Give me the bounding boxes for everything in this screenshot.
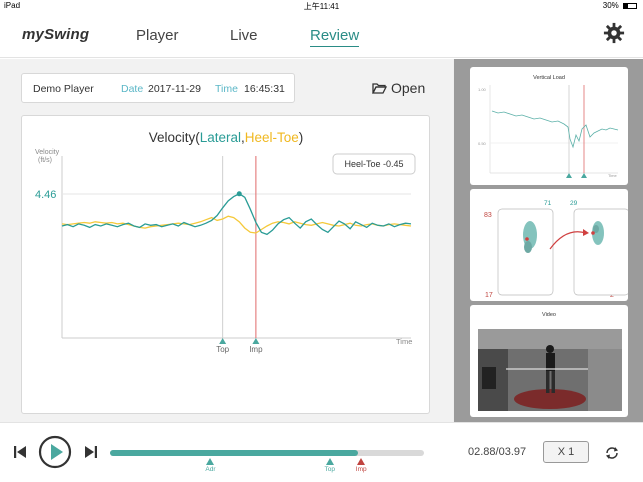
vertical-load-svg: Vertical Load 1.00 0.50 Time [478,75,619,178]
vertical-load-line [491,110,619,149]
chart-title-heeltoe: Heel-Toe [245,130,299,145]
right-cop [591,231,595,235]
skip-forward-icon[interactable] [84,445,98,459]
left-footprint [523,221,537,253]
vertical-load-ymid: 0.50 [478,141,487,146]
timeline-marker-label: Imp [355,466,367,473]
y-axis-label-1: Velocity [35,149,60,156]
date-value: 2017-11-29 [148,83,201,95]
weight-shift-arrow [549,231,587,250]
timeline-marker-imp[interactable] [357,458,366,465]
weight-shift-arrowhead [583,229,589,236]
timeline-slider[interactable] [110,450,424,456]
video-mat [514,389,586,409]
status-right: 30% [603,1,637,10]
loop-icon[interactable] [604,445,620,461]
chart-title-lateral: Lateral [200,130,241,145]
pressure-right-inner: 29 [570,200,578,207]
play-icon[interactable] [38,435,72,469]
video-right-wall [588,349,622,411]
video-ceiling [478,329,622,349]
y-value-label: 4.46 [35,189,56,201]
video-left-object [482,367,496,389]
folder-icon [372,83,387,94]
chart-title-comma: , [241,130,245,145]
session-info: Demo Player Date 2017-11-29 Time 16:45:3… [21,73,295,103]
time-value: 16:45:31 [244,83,285,95]
pressure-right-bottom: 2 [610,292,614,299]
vl-top-marker [566,173,572,178]
timeline-marker-label: Top [324,466,336,473]
chart-title-prefix: Velocity( [149,130,201,145]
playback-time: 02.88/03.97 [468,446,527,458]
golfer-body [546,353,555,371]
timeline-marker-top[interactable] [325,458,334,465]
date-label: Date [121,83,144,95]
video-title: Video [542,312,556,318]
pressure-thumb[interactable]: 83 71 29 98 17 2 [470,189,630,301]
y-axis-label-2: (ft/s) [38,157,52,164]
golfer-head [546,345,554,353]
pressure-left-bottom: 17 [485,292,493,299]
player-name: Demo Player [33,83,94,95]
battery-icon [623,2,637,9]
timeline-marker-label: Adr [205,466,216,473]
marker-top-label: Top [216,345,229,354]
tab-live[interactable]: Live [230,27,258,44]
vertical-load-title: Vertical Load [533,75,565,81]
vertical-load-thumb[interactable]: Vertical Load 1.00 0.50 Time [470,67,628,185]
battery-percent: 30% [602,1,619,10]
pressure-svg: 83 71 29 98 17 2 [484,200,630,299]
tab-review[interactable]: Review [310,27,360,47]
x-axis-label: Time [396,337,412,346]
main-area: Demo Player Date 2017-11-29 Time 16:45:3… [0,59,643,467]
pressure-left-inner: 71 [544,200,552,207]
left-cop [525,237,529,241]
series-line-heel-toe [61,215,412,234]
event-marker-imp[interactable] [252,338,260,344]
event-marker-top[interactable] [219,338,227,344]
heeltoe-readout-box [332,153,416,175]
heeltoe-readout: Heel-Toe -0.45 [344,159,403,169]
thumbnail-panel: Vertical Load 1.00 0.50 Time 83 71 29 98 [454,59,643,422]
skip-back-icon[interactable] [13,445,27,459]
velocity-chart-svg: Velocity(Lateral,Heel-Toe) Velocity (ft/… [35,130,416,354]
series-line-lateral [61,193,412,236]
peak-point [236,191,242,197]
timeline-marker-adr[interactable] [206,458,215,465]
vertical-load-ytop: 1.00 [478,87,487,92]
open-label: Open [391,80,426,96]
logo-my: my [22,26,45,43]
status-time: 上午11:41 [303,2,340,11]
status-bar: iPad 上午11:41 30% [0,0,643,12]
logo-swing: Swing [44,26,90,43]
open-button[interactable]: Open [372,80,425,96]
gear-icon[interactable] [603,22,625,44]
review-panel: Demo Player Date 2017-11-29 Time 16:45:3… [0,59,453,467]
video-svg: Video [478,312,622,411]
golfer-leg-right [551,371,555,393]
velocity-chart: Velocity(Lateral,Heel-Toe) Velocity (ft/… [21,115,430,414]
video-thumb[interactable]: Video [470,305,628,417]
top-nav: mySwing Player Live Review [0,12,643,58]
pressure-left-outer: 83 [484,212,492,219]
right-footprint [592,221,604,245]
left-plate [497,208,554,296]
chart-title-suffix: ) [299,130,304,145]
chart-title: Velocity(Lateral,Heel-Toe) [149,130,304,145]
marker-imp-label: Imp [249,345,263,354]
right-plate [573,208,630,296]
vl-imp-marker [581,173,587,178]
device-label: iPad [4,1,21,10]
time-label: Time [215,83,238,95]
app-logo: mySwing [22,26,89,43]
tab-player[interactable]: Player [136,27,179,44]
timeline-progress [110,450,359,456]
speed-button[interactable]: X 1 [543,441,589,463]
vertical-load-xlabel: Time [608,173,618,178]
golfer-leg-left [546,371,550,393]
playback-bar: Adr Top Imp 02.88/03.97 X 1 [0,422,643,482]
